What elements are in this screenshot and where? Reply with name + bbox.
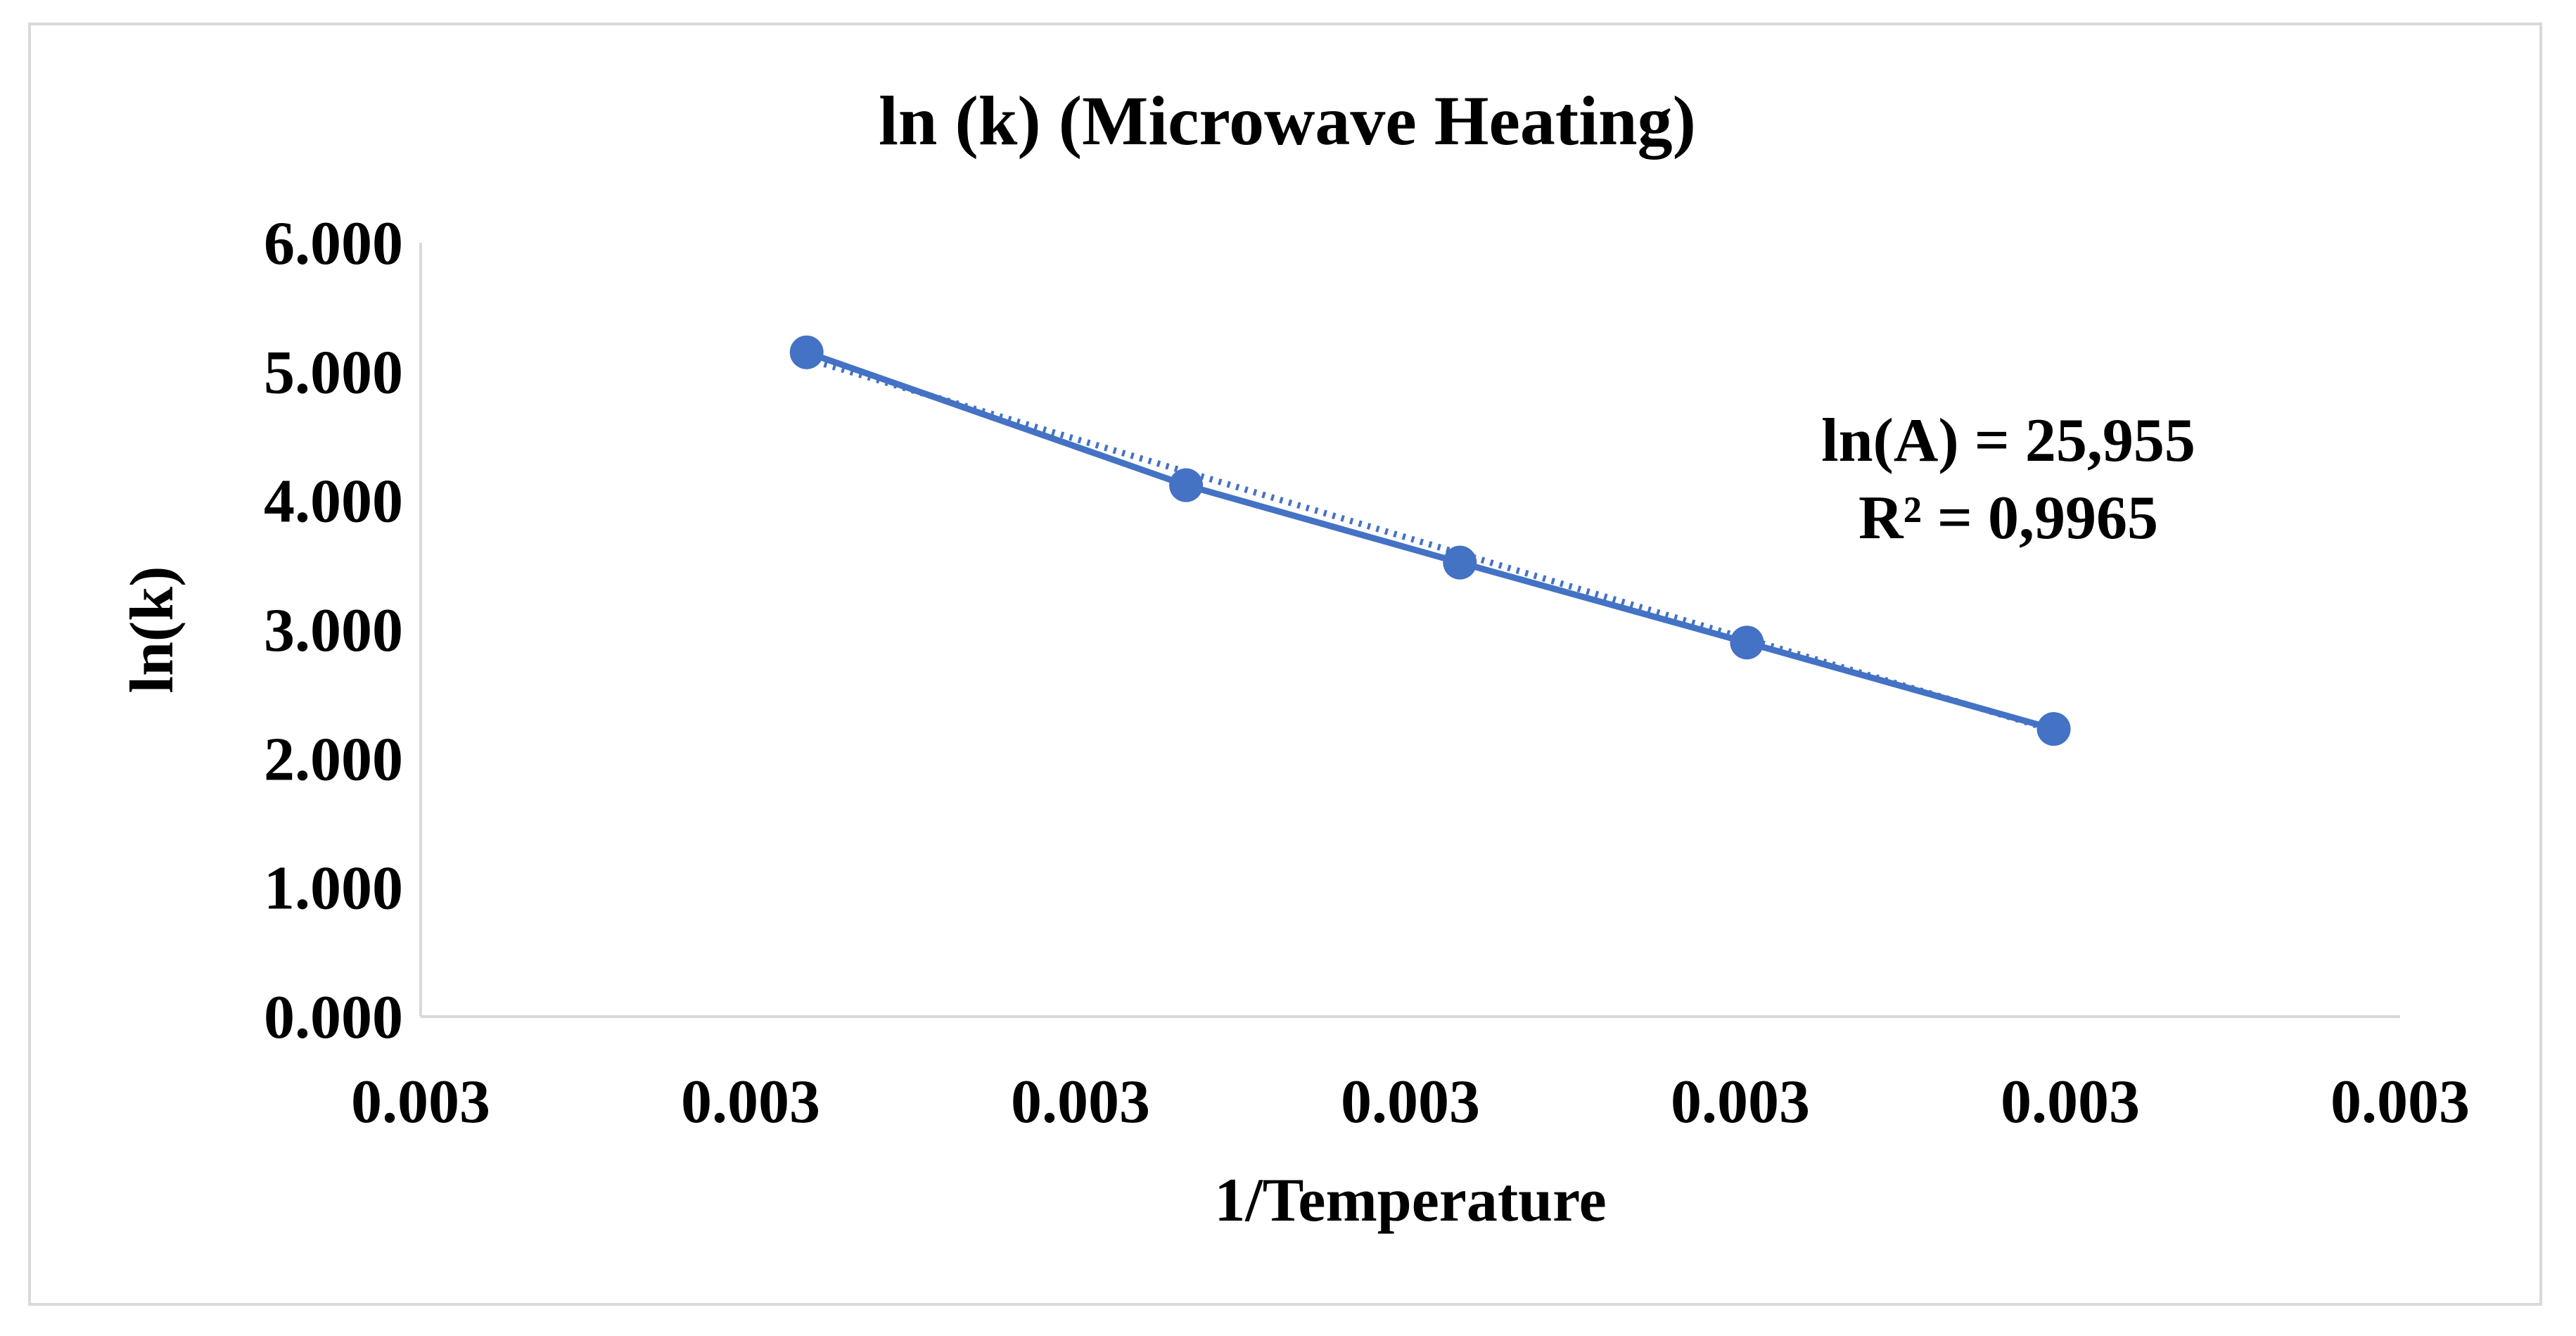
chart-title: ln (k) (Microwave Heating)	[879, 82, 1696, 160]
y-tick-label: 5.000	[264, 338, 403, 407]
trendline	[805, 355, 2055, 734]
series-ln-k	[789, 335, 2071, 746]
data-point	[1169, 468, 1204, 502]
y-tick-label: 2.000	[264, 725, 403, 794]
x-tick-label: 0.003	[1011, 1068, 1150, 1136]
y-tick-labels: 0.000 1.000 2.000 3.000 4.000 5.000 6.000	[264, 210, 403, 1052]
x-tick-label: 0.003	[351, 1068, 490, 1136]
chart-frame	[28, 23, 2542, 1306]
x-tick-label: 0.003	[1341, 1068, 1480, 1136]
y-tick-label: 0.000	[264, 984, 403, 1052]
data-point	[1730, 625, 1764, 660]
y-tick-label: 4.000	[264, 468, 403, 536]
r-squared-annotation: R² = 0,9965	[1858, 484, 2158, 552]
data-point	[789, 335, 824, 369]
y-tick-label: 1.000	[264, 855, 403, 923]
x-tick-labels: 0.003 0.003 0.003 0.003 0.003 0.003 0.003	[351, 1068, 2470, 1136]
data-point	[2036, 712, 2071, 746]
x-tick-label: 0.003	[681, 1068, 820, 1136]
trendline-line	[805, 355, 2055, 734]
x-tick-label: 0.003	[2330, 1068, 2470, 1136]
y-axis-label: ln(k)	[118, 566, 186, 694]
equation-annotation: ln(A) = 25,955	[1821, 407, 2195, 475]
y-tick-label: 3.000	[264, 597, 403, 665]
x-axis-label: 1/Temperature	[1214, 1166, 1606, 1235]
data-point	[1443, 545, 1477, 580]
x-tick-label: 0.003	[1671, 1068, 1810, 1136]
y-tick-label: 6.000	[264, 210, 403, 278]
x-tick-label: 0.003	[2001, 1068, 2140, 1136]
